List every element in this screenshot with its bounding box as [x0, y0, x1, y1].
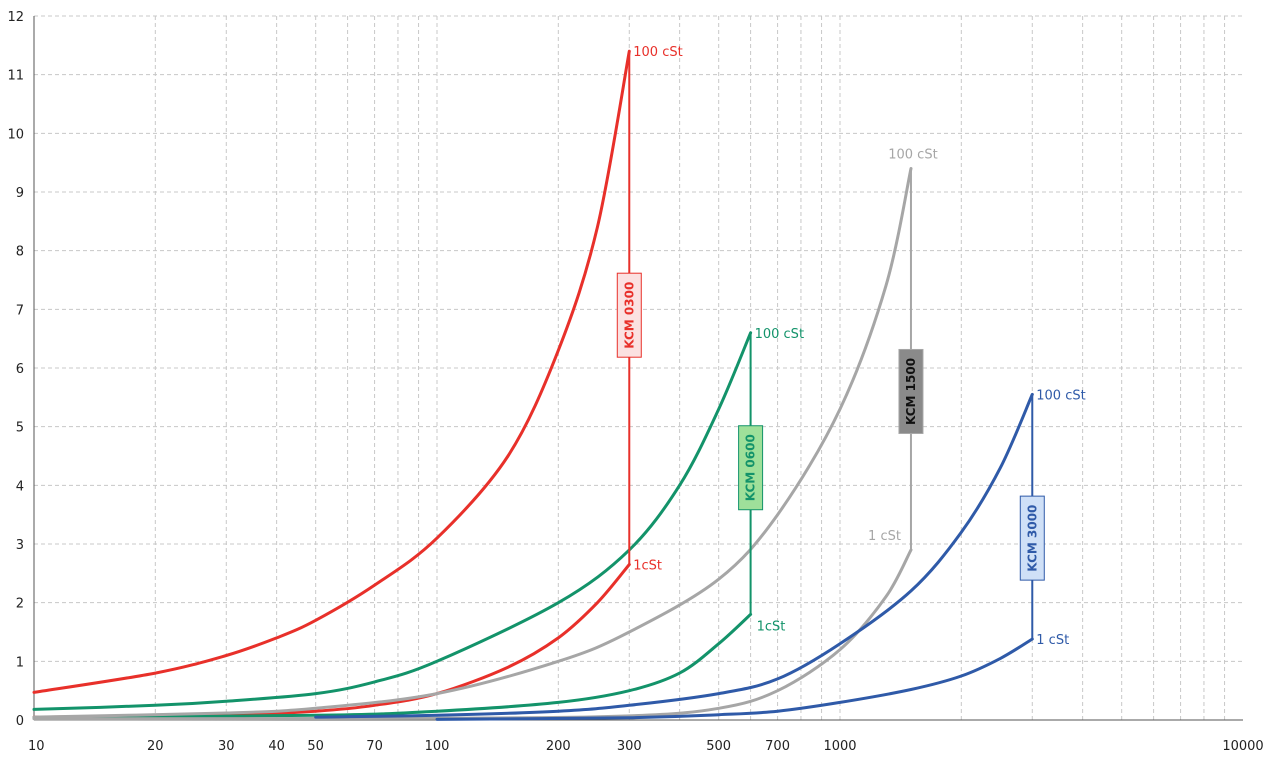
curve-annotation: 100 cSt [633, 45, 682, 60]
curve-annotation: 100 cSt [1036, 388, 1085, 403]
model-brackets: KCM 0300 KCM 0600 KCM 1500 KCM 3000 [616, 51, 1045, 640]
curve-annotation: 1cSt [633, 559, 662, 574]
x-tick-label: 300 [617, 739, 642, 754]
x-tick-label: 200 [546, 739, 571, 754]
y-tick-label: 3 [16, 538, 24, 553]
annotations: 100 cSt 1cSt 100 cSt 1cSt 100 cSt 1 cSt 100 cS… [633, 45, 1085, 648]
series-line-kcm-1500-1-cst [32, 548, 913, 721]
model-box-kcm-0300 [616, 272, 642, 358]
model-box-kcm-0600 [738, 425, 764, 511]
curve-annotation: 1 cSt [868, 529, 901, 544]
x-tick-label: 10000 [1222, 739, 1263, 754]
x-tick-label: 10 [28, 739, 45, 754]
x-tick-label: 30 [218, 739, 235, 754]
y-tick-label: 10 [7, 127, 24, 142]
grid [34, 15, 1243, 720]
y-tick-label: 0 [16, 714, 24, 729]
x-tick-label: 1000 [823, 739, 856, 754]
curve-annotation: 1 cSt [1036, 633, 1069, 648]
series-line-kcm-0300-1-cst [32, 563, 631, 719]
series-line-kcm-0600-100-cst [32, 331, 753, 711]
y-tick-label: 4 [16, 479, 24, 494]
series-line-kcm-3000-1-cst [435, 637, 1034, 721]
model-box-kcm-1500 [898, 348, 924, 434]
x-tick-label: 50 [307, 739, 324, 754]
y-tick-label: 12 [7, 10, 24, 25]
series-group [32, 49, 1034, 721]
y-tick-label: 5 [16, 421, 24, 436]
series-line-kcm-3000-100-cst [314, 392, 1034, 719]
x-tick-label: 700 [765, 739, 790, 754]
series-line-kcm-1500-100-cst [32, 167, 913, 719]
model-label-kcm-0600: KCM 0600 [744, 434, 758, 501]
x-tick-label: 500 [706, 739, 731, 754]
curve-annotation: 1cSt [757, 619, 786, 634]
y-tick-label: 11 [7, 69, 24, 84]
y-tick-label: 2 [16, 597, 24, 612]
x-tick-label: 70 [366, 739, 383, 754]
y-tick-label: 1 [16, 655, 24, 670]
model-label-kcm-1500: KCM 1500 [904, 358, 918, 425]
x-tick-label: 20 [147, 739, 164, 754]
model-box-kcm-3000 [1019, 495, 1045, 581]
curve-annotation: 100 cSt [755, 327, 804, 342]
y-tick-label: 7 [16, 303, 24, 318]
y-tick-label: 8 [16, 245, 24, 260]
model-label-kcm-3000: KCM 3000 [1025, 505, 1039, 572]
y-tick-label: 9 [16, 186, 24, 201]
series-line-kcm-0600-1-cst [32, 612, 753, 720]
x-tick-label: 40 [268, 739, 285, 754]
y-tick-label: 6 [16, 362, 24, 377]
series-line-kcm-0300-100-cst [32, 49, 631, 694]
curve-annotation: 100 cSt [888, 148, 937, 163]
x-tick-label: 100 [425, 739, 450, 754]
model-label-kcm-0300: KCM 0300 [622, 282, 636, 349]
